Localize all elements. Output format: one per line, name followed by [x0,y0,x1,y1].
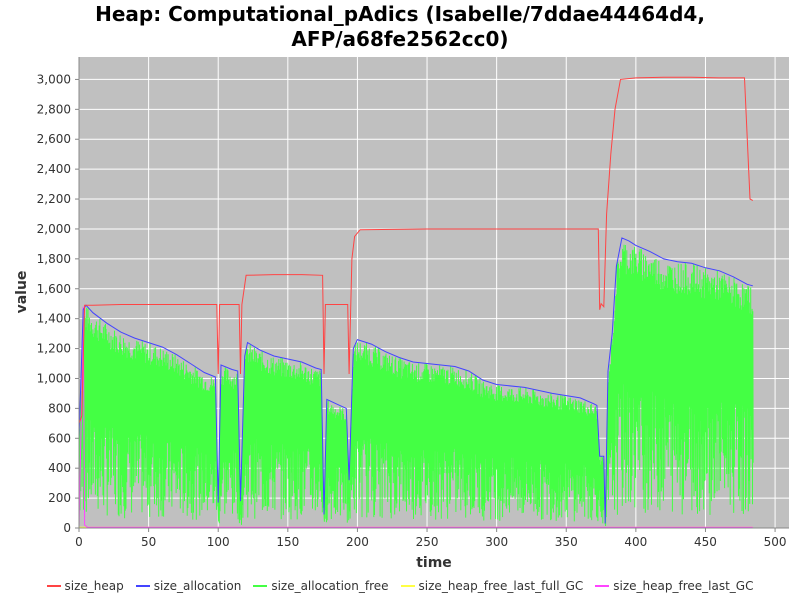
y-tick-label: 1,000 [37,371,71,385]
axes: 0 200 400 600 800 1,000 1,200 1,400 1,600 1,800 2,… [37,57,789,549]
chart-title: Heap: Computational_pAdics (Isabelle/7dd… [0,2,800,52]
y-tick-label: 0 [63,521,71,535]
legend-item-size-heap-free-last-full-GC: size_heap_free_last_full_GC [400,579,584,593]
legend-label: size_allocation [153,579,242,593]
y-tick-label: 2,400 [37,162,71,176]
y-tick-label: 2,800 [37,102,71,116]
legend-item-size-allocation-free: size_allocation_free [253,579,389,593]
y-tick-label: 1,200 [37,342,71,356]
x-tick-label: 0 [75,535,83,549]
legend-item-size-heap-free-last-GC: size_heap_free_last_GC [595,579,753,593]
x-tick-label: 500 [764,535,787,549]
y-tick-label: 2,600 [37,132,71,146]
legend-swatch [135,585,150,587]
y-tick-label: 2,000 [37,222,71,236]
y-tick-label: 400 [48,461,71,475]
series-layer [78,76,754,528]
chart-title-line-2: AFP/a68fe2562cc0) [291,27,509,51]
legend-item-size-allocation: size_allocation [135,579,242,593]
x-tick-label: 50 [141,535,156,549]
x-tick-label: 100 [207,535,230,549]
x-tick-label: 450 [694,535,717,549]
y-tick-label: 800 [48,401,71,415]
x-tick-label: 400 [624,535,647,549]
series-line-size-heap [78,76,754,424]
y-tick-label: 1,800 [37,252,71,266]
legend-label: size_heap_free_last_full_GC [418,579,584,593]
y-axis-label: value [14,271,30,314]
legend-item-size-heap: size_heap [46,579,124,593]
y-tick-label: 200 [48,491,71,505]
series-line-size-allocation-free [78,244,754,527]
x-tick-label: 250 [416,535,439,549]
chart-title-line-1: Heap: Computational_pAdics (Isabelle/7dd… [95,2,705,26]
legend-swatch [46,585,61,587]
legend-label: size_allocation_free [271,579,389,593]
legend-swatch [400,585,415,587]
y-tick-label: 3,000 [37,72,71,86]
x-tick-label: 300 [485,535,508,549]
y-tick-label: 1,600 [37,282,71,296]
legend-swatch [253,585,268,587]
x-axis-label: time [416,555,452,571]
legend-swatch [595,585,610,587]
legend: size_heap size_allocation size_allocation_… [0,579,800,593]
legend-label: size_heap_free_last_GC [613,579,754,593]
series-line-size-allocation [78,237,753,524]
y-tick-label: 2,200 [37,192,71,206]
x-tick-label: 350 [555,535,578,549]
y-tick-label: 1,400 [37,312,71,326]
x-tick-label: 200 [346,535,369,549]
y-tick-label: 600 [48,431,71,445]
legend-label: size_heap [64,579,124,593]
x-tick-label: 150 [276,535,299,549]
